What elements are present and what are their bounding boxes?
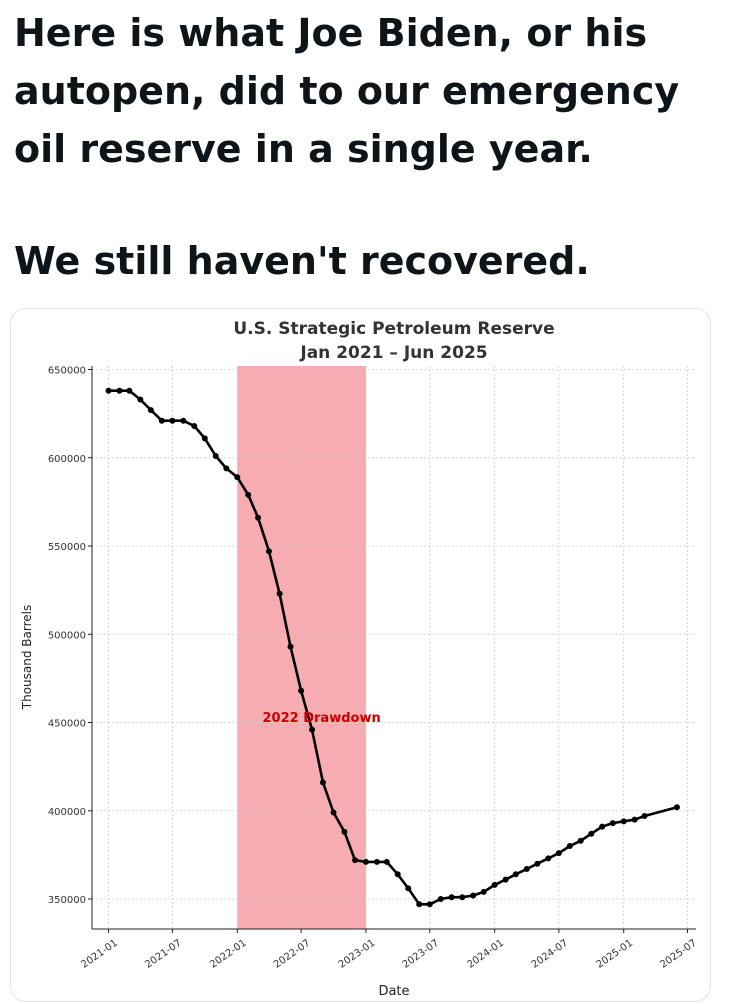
data-point	[137, 396, 144, 403]
data-point	[126, 387, 133, 394]
x-tick-label: 2023-07	[401, 938, 442, 971]
data-point	[352, 857, 359, 864]
data-point	[223, 465, 230, 472]
data-point	[448, 894, 455, 901]
x-tick-label: 2021-01	[79, 938, 120, 971]
data-point	[512, 871, 519, 878]
x-tick-label: 2025-01	[595, 938, 636, 971]
chart-title: U.S. Strategic Petroleum Reserve	[233, 319, 554, 339]
y-tick-label: 450000	[48, 719, 86, 730]
data-point	[319, 779, 326, 786]
data-point	[309, 726, 316, 733]
data-point	[330, 809, 337, 816]
data-point	[523, 865, 530, 872]
data-point	[416, 901, 423, 908]
data-point	[555, 850, 562, 857]
data-point	[470, 892, 477, 899]
y-tick-label: 400000	[48, 807, 86, 818]
x-tick-label: 2025-07	[658, 938, 699, 971]
data-point	[405, 885, 412, 892]
data-point	[341, 828, 348, 835]
data-point	[158, 417, 165, 424]
data-point	[480, 888, 487, 895]
data-point	[437, 895, 444, 902]
data-point	[276, 590, 283, 597]
chart-subtitle: Jan 2021 – Jun 2025	[299, 343, 487, 363]
y-tick-label: 650000	[48, 366, 86, 377]
data-point	[534, 860, 541, 867]
x-tick-label: 2021-07	[143, 938, 184, 971]
data-point	[641, 813, 648, 820]
data-point	[298, 687, 305, 694]
data-point	[201, 435, 208, 442]
data-point	[566, 843, 573, 850]
data-point	[577, 837, 584, 844]
series-line	[108, 389, 678, 906]
data-point	[212, 453, 219, 460]
x-tick-label: 2024-07	[530, 938, 571, 971]
data-point	[180, 417, 187, 424]
data-point	[266, 548, 273, 555]
data-point	[245, 491, 252, 498]
data-point	[373, 858, 380, 865]
x-tick-label: 2022-07	[272, 938, 313, 971]
data-point	[105, 387, 112, 394]
data-point	[287, 643, 294, 650]
drawdown-annotation: 2022 Drawdown	[263, 711, 381, 726]
data-point	[394, 871, 401, 878]
y-tick-label: 600000	[48, 454, 86, 465]
data-point	[599, 823, 606, 830]
data-point	[234, 474, 241, 481]
data-point	[147, 407, 154, 414]
chart-svg: U.S. Strategic Petroleum Reserve Jan 202…	[20, 319, 699, 999]
data-point	[620, 818, 627, 825]
x-tick-label: 2024-01	[466, 938, 507, 971]
data-point	[383, 858, 390, 865]
data-point	[169, 417, 176, 424]
post-text-kicker: We still haven't recovered.	[14, 239, 590, 283]
data-point	[255, 514, 262, 521]
data-point	[116, 387, 123, 394]
data-point	[588, 830, 595, 837]
data-point	[191, 423, 198, 430]
y-tick-label: 550000	[48, 542, 86, 553]
data-point	[491, 881, 498, 888]
y-axis-label: Thousand Barrels	[20, 605, 34, 710]
data-point	[545, 855, 552, 862]
chart-card: U.S. Strategic Petroleum Reserve Jan 202…	[10, 308, 711, 1002]
post-text-headline: Here is what Joe Biden, or his autopen, …	[14, 11, 680, 171]
data-point	[426, 901, 433, 908]
y-tick-label: 350000	[48, 895, 86, 906]
data-point	[631, 816, 638, 823]
x-tick-label: 2023-01	[337, 938, 378, 971]
data-point	[362, 858, 369, 865]
data-point	[459, 894, 466, 901]
x-tick-label: 2022-01	[208, 938, 249, 971]
data-point	[673, 804, 680, 811]
y-tick-label: 500000	[48, 630, 86, 641]
data-point	[609, 820, 616, 827]
x-axis-label: Date	[378, 984, 409, 999]
data-point	[502, 876, 509, 883]
drawdown-span	[237, 366, 366, 929]
